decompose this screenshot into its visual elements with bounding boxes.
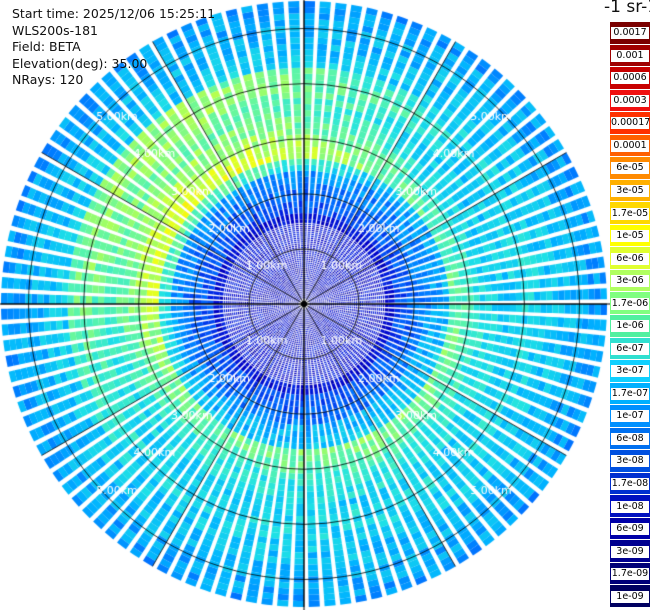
colorbar-cell: 3e-08 [610, 450, 650, 473]
start-time-text: Start time: 2025/12/06 15:25:11 [12, 6, 216, 21]
colorbar-cell: 0.0003 [610, 89, 650, 113]
colorbar-cell: 1.7e-07 [610, 382, 650, 406]
colorbar-cell: 1e-07 [610, 405, 650, 428]
colorbar-tick-label: 0.001 [611, 49, 649, 62]
colorbar-tick-label: 0.0017 [611, 27, 649, 40]
colorbar-cell: 1.7e-06 [610, 292, 650, 315]
colorbar-cell: 0.0006 [610, 67, 650, 90]
colorbar-tick-label: 6e-07 [611, 342, 649, 355]
colorbar-tick-label: 0.0006 [611, 72, 649, 85]
colorbar-tick-label: 6e-05 [611, 162, 649, 175]
colorbar-cell: 3e-05 [610, 179, 650, 203]
colorbar-cell: 0.0017 [610, 22, 650, 45]
colorbar-tick-label: 1e-08 [611, 500, 649, 513]
colorbar-tick-label: 0.00017 [611, 117, 650, 130]
colorbar-title: -1 sr-1 [604, 0, 650, 17]
colorbar-tick-label: 1.7e-08 [611, 478, 649, 491]
colorbar-tick-label: 3e-06 [611, 275, 649, 288]
colorbar-cell: 3e-09 [610, 540, 650, 563]
colorbar-cell: 0.00017 [610, 112, 650, 135]
colorbar-tick-label: 3e-08 [611, 455, 649, 468]
colorbar-cell: 6e-06 [610, 247, 650, 270]
colorbar-tick-label: 1.7e-09 [611, 568, 649, 581]
colorbar-tick-label: 0.0001 [611, 139, 649, 152]
colorbar-cell: 1e-08 [610, 495, 650, 518]
colorbar-cell: 1.7e-09 [610, 562, 650, 586]
colorbar-tick-label: 1e-05 [611, 230, 649, 243]
colorbar-cell: 6e-09 [610, 517, 650, 541]
colorbar-cell: 1e-05 [610, 224, 650, 248]
colorbar-cell: 6e-05 [610, 157, 650, 180]
colorbar-tick-label: 3e-09 [611, 545, 649, 558]
colorbar-tick-label: 1.7e-07 [611, 387, 649, 400]
colorbar-cell: 0.001 [610, 44, 650, 68]
scan-info-panel: Start time: 2025/12/06 15:25:11 WLS200s-… [12, 6, 215, 89]
colorbar-cell: 6e-07 [610, 337, 650, 361]
colorbar-cell: 1.7e-08 [610, 472, 650, 496]
colorbar-tick-label: 1.7e-05 [611, 207, 649, 220]
field-text: Field: BETA [12, 39, 81, 54]
colorbar-cell: 1.7e-05 [610, 202, 650, 225]
elevation-text: Elevation(deg): 35.00 [12, 55, 148, 71]
colorbar-tick-label: 3e-07 [611, 365, 649, 378]
nrays-text: NRays: 120 [12, 72, 84, 87]
colorbar-tick-label: 3e-05 [611, 185, 649, 198]
colorbar-tick-label: 1.7e-06 [611, 297, 649, 310]
colorbar: 0.0017 0.001 0.0006 0.0003 0.00017 0.0001 6e-0… [610, 22, 650, 608]
colorbar-tick-label: 1e-07 [611, 410, 649, 423]
colorbar-tick-label: 1e-09 [611, 590, 649, 603]
colorbar-cell: 3e-06 [610, 269, 650, 293]
colorbar-tick-label: 6e-08 [611, 432, 649, 445]
colorbar-cell: 1e-06 [610, 315, 650, 338]
colorbar-cell: 6e-08 [610, 427, 650, 451]
colorbar-tick-label: 1e-06 [611, 320, 649, 333]
ppi-scan-plot [0, 0, 610, 610]
colorbar-tick-label: 6e-09 [611, 523, 649, 536]
colorbar-tick-label: 0.0003 [611, 94, 649, 107]
colorbar-tick-label: 6e-06 [611, 252, 649, 265]
colorbar-cell: 3e-07 [610, 360, 650, 383]
instrument-text: WLS200s-181 [12, 22, 98, 38]
colorbar-cell: 0.0001 [610, 134, 650, 158]
colorbar-cell: 1e-09 [610, 585, 650, 608]
